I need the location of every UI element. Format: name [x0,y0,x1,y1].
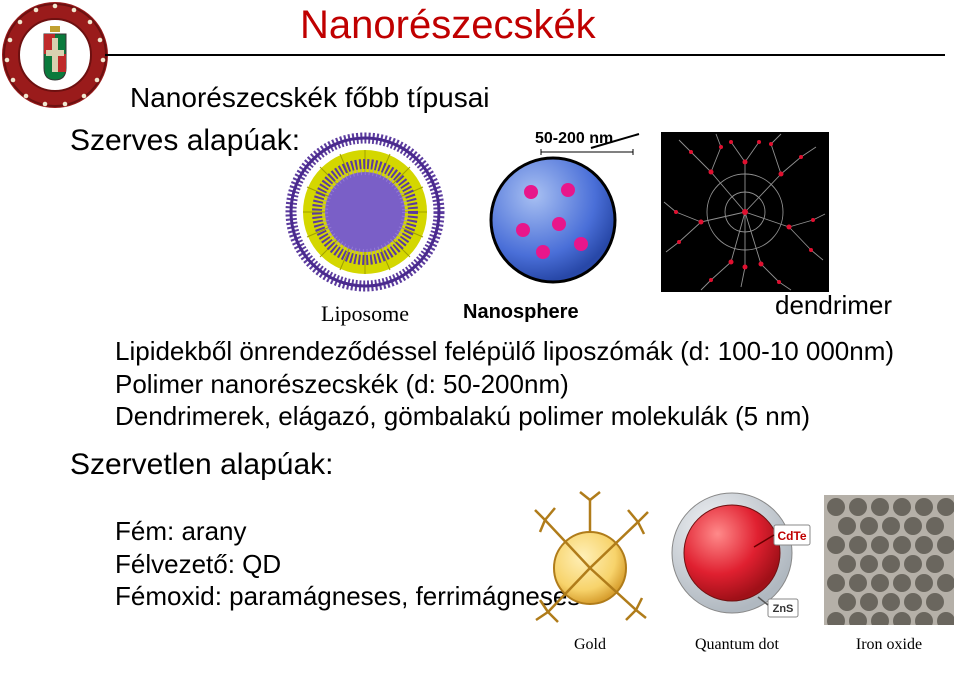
dendrimer-label: dendrimer [775,290,892,321]
iron-oxide-figure: Iron oxide [824,495,954,654]
university-logo [0,0,110,110]
gold-figure: Gold [530,490,650,654]
iron-oxide-caption: Iron oxide [824,636,954,654]
inorganic-heading: Szervetlen alapúak: [70,448,334,482]
nanosphere-size-label: 50-200 nm [535,130,613,148]
nanosphere-caption: Nanosphere [463,301,643,324]
dendrimer-figure [661,132,829,297]
bullet-line-2: Polimer nanorészecskék (d: 50-200nm) [115,368,894,401]
inorganic-line-1: Fém: arany [115,515,580,548]
figure-row-inorganic: Gold CdTe ZnS Quantu [530,475,954,654]
quantum-dot-caption: Quantum dot [662,636,812,654]
nanosphere-figure: 50-200 nm Nanosphere [463,132,643,324]
inorganic-line-2: Félvezető: QD [115,548,580,581]
liposome-figure: Liposome [285,132,445,327]
slide-title: Nanorészecskék [300,3,596,48]
bullet-line-1: Lipidekből önrendeződéssel felépülő lipo… [115,335,894,368]
inorganic-line-3: Fémoxid: paramágneses, ferrimágneses [115,580,580,613]
gold-caption: Gold [530,636,650,654]
liposome-caption: Liposome [285,301,445,327]
qd-shell-label: ZnS [773,603,794,615]
organic-bullet-list: Lipidekből önrendeződéssel felépülő lipo… [115,335,894,433]
qd-core-label: CdTe [777,529,806,543]
figure-row-organic: Liposome 50-200 nm Nanosphere [285,132,829,327]
title-underline [105,54,945,56]
subtitle: Nanorészecskék főbb típusai [130,82,490,114]
bullet-line-3: Dendrimerek, elágazó, gömbalakú polimer … [115,400,894,433]
quantum-dot-figure: CdTe ZnS Quantum dot [662,475,812,654]
organic-heading: Szerves alapúak: [70,124,300,158]
inorganic-bullet-list: Fém: arany Félvezető: QD Fémoxid: paramá… [115,515,580,613]
